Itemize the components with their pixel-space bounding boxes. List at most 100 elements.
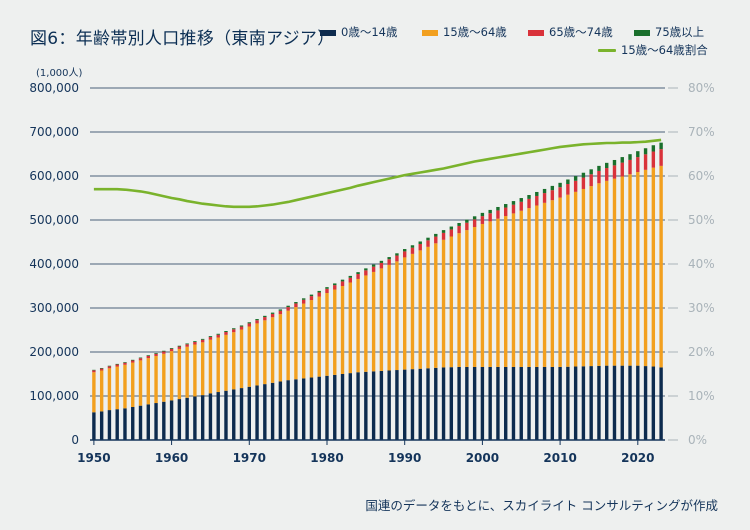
bar-age-15-64 <box>263 320 267 385</box>
bar-age-75-plus <box>511 201 516 205</box>
bar-age-65-74 <box>488 213 492 222</box>
bar-age-65-74 <box>317 292 321 297</box>
bar-age-0-14 <box>348 373 352 440</box>
bar-age-65-74 <box>309 296 314 301</box>
bar-age-75-plus <box>247 322 251 324</box>
bar-age-15-64 <box>193 344 197 397</box>
bar-age-65-74 <box>185 344 189 347</box>
y-right-tick-label: 30% <box>688 301 715 315</box>
bar-age-15-64 <box>162 353 166 402</box>
bar-age-15-64 <box>224 334 228 391</box>
bar-age-75-plus <box>169 348 174 349</box>
y-left-tick-label: 300,000 <box>29 301 79 315</box>
bar-age-75-plus <box>387 257 391 260</box>
bar-age-15-64 <box>426 246 430 369</box>
bar-age-15-64 <box>589 186 593 367</box>
bar-age-75-plus <box>620 157 624 163</box>
bar-age-15-64 <box>99 370 104 412</box>
bar-age-0-14 <box>395 370 399 440</box>
legend-swatch-age-65-74 <box>528 29 544 36</box>
bar-age-0-14 <box>480 366 485 440</box>
bar-age-0-14 <box>465 366 469 440</box>
bar-age-75-plus <box>294 302 298 304</box>
bar-age-15-64 <box>612 178 617 366</box>
y-right-tick-label: 0% <box>688 433 707 447</box>
bar-age-65-74 <box>200 339 205 343</box>
bar-age-15-64 <box>449 236 454 368</box>
bar-age-0-14 <box>659 367 663 440</box>
legend-item-ratio: 15歳～64歳割合 <box>598 42 708 58</box>
bar-age-15-64 <box>216 337 220 393</box>
bar-age-15-64 <box>333 289 337 375</box>
bar-age-15-64 <box>535 205 539 367</box>
bar-age-15-64 <box>146 358 150 405</box>
legend-label-ratio: 15歳～64歳割合 <box>621 43 708 57</box>
bar-age-15-64 <box>403 257 407 370</box>
bar-age-0-14 <box>472 366 477 440</box>
bar-age-65-74 <box>340 281 345 286</box>
bar-age-65-74 <box>558 187 562 198</box>
bar-age-65-74 <box>519 201 523 211</box>
bar-age-0-14 <box>636 365 640 440</box>
bar-age-65-74 <box>542 193 547 203</box>
bar-age-75-plus <box>286 305 290 308</box>
bar-age-15-64 <box>255 323 259 386</box>
bar-age-65-74 <box>208 337 213 340</box>
axis-layer: 0 0% 100,000 10% 200,000 20% 300,000 30% 400,000… <box>29 81 714 465</box>
bar-age-15-64 <box>628 174 632 366</box>
bar-age-75-plus <box>333 283 337 286</box>
y-axis-unit-label: (1,000人) <box>36 68 83 79</box>
bar-age-65-74 <box>395 255 399 262</box>
bar-age-0-14 <box>371 371 376 440</box>
bar-age-0-14 <box>379 370 384 440</box>
bar-age-0-14 <box>115 409 119 440</box>
bar-age-0-14 <box>403 369 407 440</box>
bar-age-0-14 <box>356 372 360 440</box>
bar-age-15-64 <box>457 233 461 367</box>
bar-age-65-74 <box>123 362 127 365</box>
bar-age-65-74 <box>379 262 384 269</box>
x-tick-label: 1960 <box>155 451 188 465</box>
x-tick-label: 2000 <box>466 451 499 465</box>
bar-age-75-plus <box>426 237 430 241</box>
bar-age-65-74 <box>247 323 251 327</box>
bar-age-15-64 <box>504 216 508 367</box>
bar-age-15-64 <box>309 300 314 378</box>
bar-age-75-plus <box>193 341 197 343</box>
bar-age-0-14 <box>325 375 329 440</box>
bar-age-75-plus <box>542 188 547 194</box>
bar-age-75-plus <box>123 362 127 363</box>
bar-age-15-64 <box>659 165 663 368</box>
bar-age-75-plus <box>278 309 283 311</box>
bar-age-15-64 <box>511 213 516 367</box>
bar-age-75-plus <box>472 216 477 220</box>
bar-age-15-64 <box>472 227 477 367</box>
bar-age-75-plus <box>589 169 593 175</box>
bar-age-75-plus <box>379 260 384 263</box>
bar-age-0-14 <box>270 382 275 440</box>
bar-age-65-74 <box>278 310 283 315</box>
bar-age-15-64 <box>286 310 290 381</box>
bar-age-75-plus <box>410 245 415 248</box>
bar-age-15-64 <box>208 339 213 394</box>
bar-age-15-64 <box>636 172 640 366</box>
bar-age-15-64 <box>434 243 438 368</box>
bar-age-0-14 <box>605 365 609 440</box>
bar-age-0-14 <box>643 366 648 440</box>
bar-age-0-14 <box>504 366 508 440</box>
bar-age-15-64 <box>278 314 283 382</box>
bar-age-65-74 <box>457 225 461 234</box>
bar-age-75-plus <box>434 233 438 237</box>
bar-age-65-74 <box>216 334 220 338</box>
bar-age-15-64 <box>379 268 384 371</box>
bar-age-0-14 <box>255 385 259 440</box>
bar-age-75-plus <box>449 226 454 230</box>
bar-age-65-74 <box>410 247 415 254</box>
bar-age-65-74 <box>115 364 119 367</box>
bar-age-75-plus <box>216 333 220 335</box>
bar-age-0-14 <box>628 365 632 440</box>
bar-age-0-14 <box>123 408 127 440</box>
bar-age-65-74 <box>597 170 601 184</box>
bar-age-75-plus <box>527 195 531 199</box>
bar-age-65-74 <box>449 229 454 237</box>
